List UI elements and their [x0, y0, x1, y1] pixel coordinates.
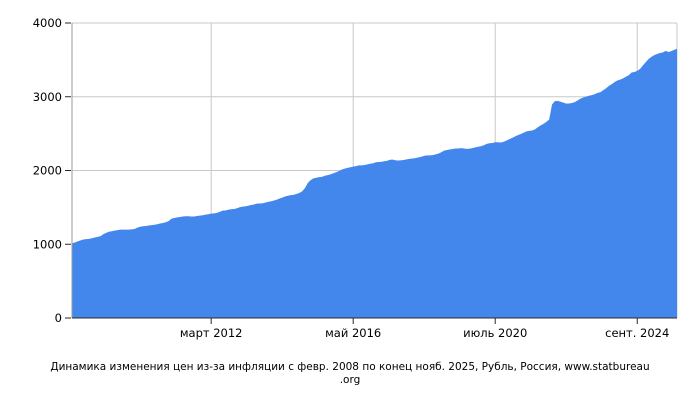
x-tick-label: май 2016 — [325, 326, 381, 340]
inflation-area-series — [72, 48, 677, 319]
y-tick-label: 0 — [55, 311, 62, 325]
y-tick-label: 1000 — [33, 237, 62, 251]
inflation-area-chart: 0 1000 2000 3000 4000 март 2012 май 2016 июль 2… — [33, 16, 678, 340]
y-tick-label: 3000 — [33, 90, 62, 104]
x-tick-label: март 2012 — [180, 326, 243, 340]
tick-labels: 0 1000 2000 3000 4000 март 2012 май 2016 июль 2… — [33, 16, 670, 340]
chart-caption: Динамика изменения цен из-за инфляции с … — [0, 361, 700, 386]
tick-marks — [65, 22, 638, 324]
x-tick-label: сент. 2024 — [605, 326, 669, 340]
y-tick-label: 2000 — [33, 164, 62, 178]
y-tick-label: 4000 — [33, 16, 62, 30]
caption-line-1: Динамика изменения цен из-за инфляции с … — [50, 361, 650, 373]
caption-line-2: .org — [339, 373, 361, 386]
x-tick-label: июль 2020 — [463, 326, 527, 340]
